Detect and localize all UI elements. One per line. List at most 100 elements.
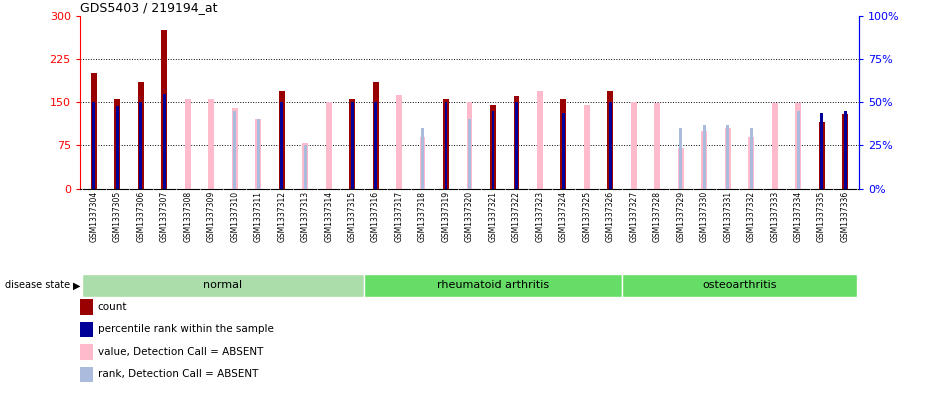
Bar [116,106,119,189]
Bar [819,122,824,189]
Bar [162,30,167,189]
Bar [631,102,637,189]
Bar [490,105,496,189]
Bar [185,99,191,189]
Bar [208,99,214,189]
Bar [396,95,402,189]
Text: GSM1337327: GSM1337327 [629,191,639,242]
Bar [561,99,566,189]
Bar [80,367,93,382]
Bar [373,82,378,189]
Text: GSM1337326: GSM1337326 [606,191,615,242]
Bar [326,102,331,189]
Bar [233,111,237,189]
Text: GSM1337305: GSM1337305 [113,191,122,242]
Bar [796,111,799,189]
Text: count: count [98,302,127,312]
Text: GSM1337322: GSM1337322 [512,191,521,242]
Bar [727,125,729,189]
Text: GSM1337315: GSM1337315 [347,191,357,242]
Text: GSM1337324: GSM1337324 [559,191,568,242]
Text: GSM1337332: GSM1337332 [747,191,756,242]
Bar [821,112,823,189]
Text: GSM1337316: GSM1337316 [371,191,380,242]
Bar [608,91,613,189]
Bar [701,131,707,189]
Text: GSM1337321: GSM1337321 [488,191,498,242]
Bar [445,102,448,189]
Bar [83,274,364,297]
Bar [421,128,424,189]
Bar [279,91,285,189]
Text: GSM1337312: GSM1337312 [277,191,286,242]
Bar [562,112,564,189]
Text: GSM1337308: GSM1337308 [183,191,192,242]
Bar [702,125,706,189]
Text: normal: normal [204,280,242,290]
Text: GSM1337307: GSM1337307 [160,191,169,242]
Text: rank, Detection Call = ABSENT: rank, Detection Call = ABSENT [98,369,258,379]
Bar [749,128,752,189]
Bar [678,148,684,189]
Bar [255,119,261,189]
Text: GSM1337314: GSM1337314 [324,191,333,242]
Bar [232,108,238,189]
Text: GSM1337329: GSM1337329 [676,191,685,242]
Bar [772,103,777,189]
Bar [302,143,308,189]
Text: GSM1337306: GSM1337306 [136,191,146,242]
Text: ▶: ▶ [73,280,81,290]
Text: GSM1337309: GSM1337309 [207,191,216,242]
Bar [537,91,543,189]
Bar [725,128,731,189]
Text: GSM1337319: GSM1337319 [441,191,451,242]
Text: GDS5403 / 219194_at: GDS5403 / 219194_at [80,1,217,14]
Text: percentile rank within the sample: percentile rank within the sample [98,324,273,334]
Bar [375,102,377,189]
Text: GSM1337313: GSM1337313 [300,191,310,242]
Text: GSM1337331: GSM1337331 [723,191,732,242]
Bar [139,102,143,189]
Bar [80,299,93,315]
Bar [304,145,307,189]
Bar [93,102,96,189]
Text: GSM1337328: GSM1337328 [653,191,662,242]
Bar [795,103,801,189]
Bar [364,274,622,297]
Text: GSM1337304: GSM1337304 [89,191,99,242]
Bar [420,137,425,189]
Text: GSM1337334: GSM1337334 [793,191,803,242]
Bar [163,94,166,189]
Bar [257,119,260,189]
Text: rheumatoid arthritis: rheumatoid arthritis [437,280,549,290]
Bar [80,344,93,360]
Text: GSM1337330: GSM1337330 [700,191,709,242]
Text: GSM1337318: GSM1337318 [418,191,427,242]
Bar [623,274,857,297]
Bar [115,99,120,189]
Bar [467,102,472,189]
Text: GSM1337320: GSM1337320 [465,191,474,242]
Bar [469,119,471,189]
Text: osteoarthritis: osteoarthritis [702,280,777,290]
Text: GSM1337336: GSM1337336 [840,191,850,242]
Bar [842,114,848,189]
Text: GSM1337335: GSM1337335 [817,191,826,242]
Bar [80,321,93,337]
Bar [608,102,612,189]
Text: GSM1337317: GSM1337317 [394,191,404,242]
Text: disease state: disease state [5,280,69,290]
Bar [351,102,354,189]
Text: GSM1337311: GSM1337311 [254,191,263,242]
Text: GSM1337333: GSM1337333 [770,191,779,242]
Bar [349,99,355,189]
Text: GSM1337323: GSM1337323 [535,191,545,242]
Text: GSM1337325: GSM1337325 [582,191,592,242]
Text: GSM1337310: GSM1337310 [230,191,239,242]
Bar [492,111,494,189]
Text: value, Detection Call = ABSENT: value, Detection Call = ABSENT [98,347,263,357]
Bar [91,73,97,189]
Bar [280,102,283,189]
Bar [515,102,518,189]
Bar [748,137,754,189]
